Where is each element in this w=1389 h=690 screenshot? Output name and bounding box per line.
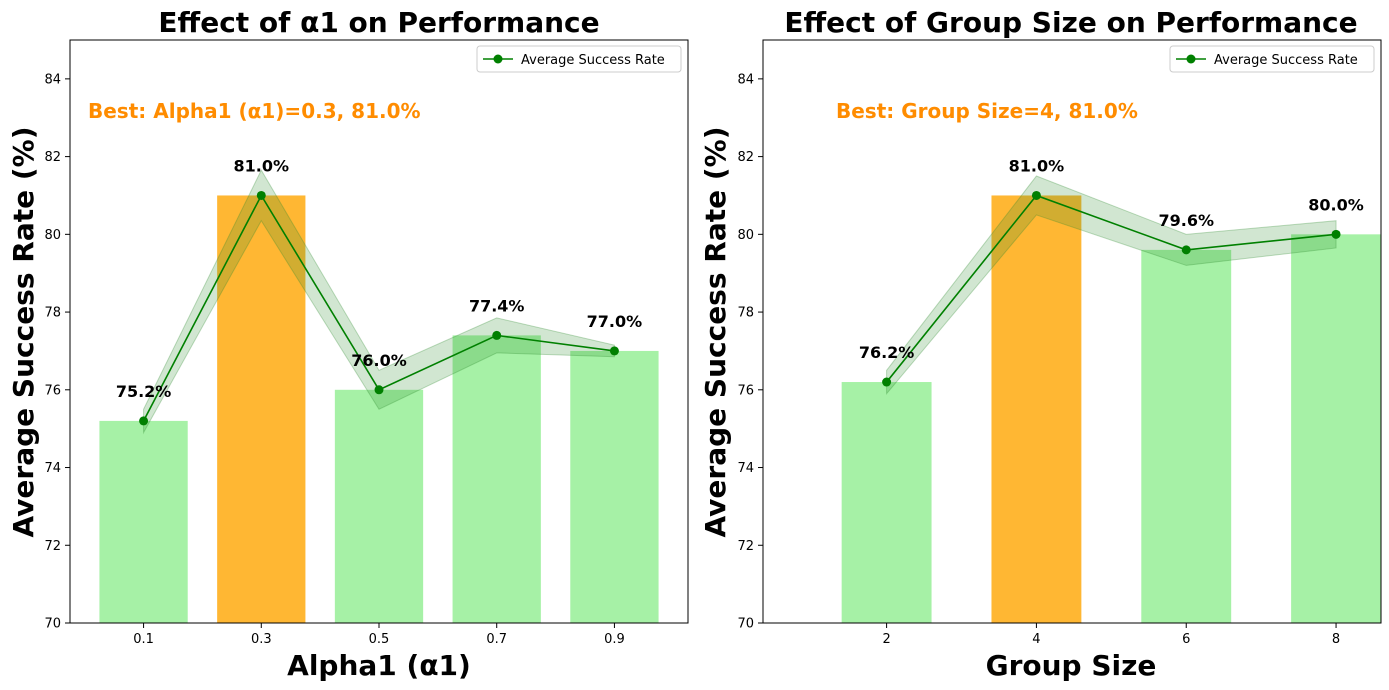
- y-tick-label: 72: [44, 539, 61, 554]
- data-label: 77.0%: [587, 312, 643, 331]
- data-label: 77.4%: [469, 296, 525, 315]
- data-point: [492, 330, 502, 340]
- data-point: [256, 190, 266, 200]
- best-annotation: Best: Group Size=4, 81.0%: [836, 99, 1138, 123]
- legend-label: Average Success Rate: [521, 53, 665, 68]
- chart-title: Effect of Group Size on Performance: [784, 6, 1357, 39]
- legend-marker: [493, 54, 503, 64]
- y-tick-label: 84: [44, 72, 61, 87]
- data-point: [1331, 229, 1341, 239]
- y-tick-label: 76: [44, 383, 61, 398]
- x-axis-label: Alpha1 (α1): [287, 649, 471, 682]
- y-tick-label: 70: [737, 617, 754, 632]
- x-tick-label: 0.9: [604, 632, 625, 647]
- y-tick-label: 80: [737, 228, 754, 243]
- series-line: [885, 194, 1337, 383]
- data-point: [139, 416, 149, 426]
- axes-frame: [762, 39, 1382, 624]
- data-label: 80.0%: [1308, 195, 1364, 214]
- y-tick-label: 80: [44, 228, 61, 243]
- y-tick-label: 82: [44, 150, 61, 165]
- legend: Average Success Rate: [1169, 45, 1375, 73]
- y-tick-label: 74: [737, 461, 754, 476]
- data-point: [882, 377, 892, 387]
- y-tick-label: 76: [737, 383, 754, 398]
- data-point: [609, 346, 619, 356]
- y-axis-label: Average Success Rate (%): [699, 127, 732, 538]
- bar: [570, 350, 659, 623]
- bar: [841, 382, 932, 623]
- data-point: [1031, 190, 1041, 200]
- data-label: 81.0%: [234, 156, 290, 175]
- data-label: 79.6%: [1158, 211, 1214, 230]
- group-size-chart: Effect of Group Size on Performance Grou…: [699, 6, 1382, 682]
- legend-marker: [1186, 54, 1196, 64]
- data-label: 76.0%: [351, 351, 407, 370]
- data-label: 76.2%: [859, 343, 915, 362]
- y-tick-label: 74: [44, 461, 61, 476]
- bar: [1141, 249, 1232, 623]
- best-bar: [991, 195, 1082, 623]
- best-bar: [217, 195, 306, 623]
- best-annotation: Best: Alpha1 (α1)=0.3, 81.0%: [88, 99, 421, 123]
- legend: Average Success Rate: [476, 45, 682, 73]
- plot-area: 75.2% 81.0% 76.0% 77.4% 77.0% 70 72 74 76 78 80 82 8…: [44, 39, 689, 647]
- confidence-band: [143, 169, 615, 435]
- confidence-band: [886, 175, 1337, 396]
- y-tick-label: 78: [44, 306, 61, 321]
- x-tick-label: 0.3: [251, 632, 272, 647]
- data-point: [1181, 245, 1191, 255]
- bar: [452, 335, 541, 623]
- bar: [334, 389, 424, 623]
- data-point: [374, 385, 384, 395]
- x-tick-label: 0.5: [369, 632, 390, 647]
- legend-box: [476, 45, 682, 73]
- plot-area: 76.2% 81.0% 79.6% 80.0% 70 72 74 76 78 80 82 84 2 4 6 8: [737, 39, 1382, 647]
- chart-title: Effect of α1 on Performance: [158, 6, 599, 39]
- x-tick-label: 0.1: [133, 632, 154, 647]
- y-tick-label: 82: [737, 150, 754, 165]
- y-tick-label: 70: [44, 617, 61, 632]
- x-tick-label: 0.7: [486, 632, 507, 647]
- x-tick-label: 2: [882, 632, 890, 647]
- y-axis-label: Average Success Rate (%): [7, 127, 40, 538]
- y-tick-label: 84: [737, 72, 754, 87]
- bar: [1291, 234, 1381, 624]
- data-label: 81.0%: [1009, 156, 1065, 175]
- legend-box: [1169, 45, 1375, 73]
- bar: [99, 420, 188, 623]
- x-tick-label: 4: [1032, 632, 1040, 647]
- x-tick-label: 6: [1182, 632, 1190, 647]
- y-tick-label: 78: [737, 306, 754, 321]
- data-label: 75.2%: [116, 382, 172, 401]
- y-tick-label: 72: [737, 539, 754, 554]
- x-tick-label: 8: [1332, 632, 1340, 647]
- alpha1-chart: Effect of α1 on Performance Alpha1 (α1) …: [7, 6, 689, 682]
- legend-label: Average Success Rate: [1214, 53, 1358, 68]
- x-axis-label: Group Size: [986, 649, 1157, 682]
